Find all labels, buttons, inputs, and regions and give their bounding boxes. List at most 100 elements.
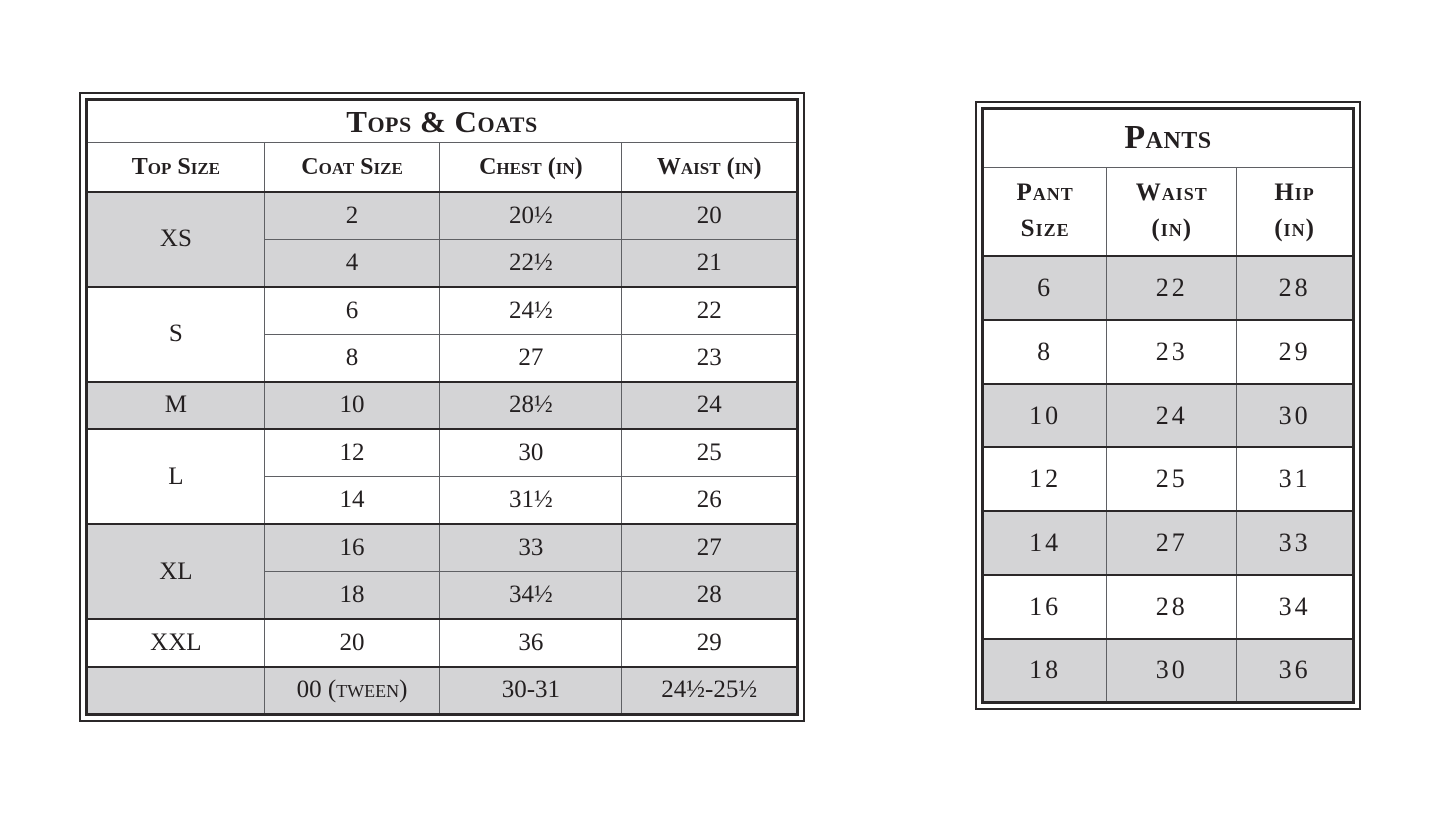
coat-size-cell: 00 (tween): [263, 666, 441, 715]
table-header-row: Pant Size Waist (in) Hip (in): [981, 166, 1354, 258]
hip-cell: 28: [1236, 255, 1354, 321]
pant-size-cell: 18: [981, 638, 1108, 703]
coat-size-cell: 12: [263, 428, 441, 478]
waist-cell: 26: [621, 476, 798, 525]
col-header-waist: Waist (in): [1106, 166, 1238, 258]
coat-size-cell: 16: [263, 523, 441, 573]
waist-cell: 22: [1106, 255, 1238, 321]
col-header-top-size: Top Size: [86, 142, 265, 193]
col-header-pant-size: Pant Size: [981, 166, 1108, 258]
table-row: 16 28 34: [981, 574, 1354, 640]
header-line: Pant: [1016, 179, 1074, 207]
col-header-coat-size: Coat Size: [263, 142, 441, 193]
table-header-row: Top Size Coat Size Chest (in) Waist (in): [86, 142, 798, 193]
waist-cell: 24½-25½: [621, 666, 798, 715]
waist-cell: 20: [621, 191, 798, 240]
coat-size-cell: 2: [263, 191, 441, 240]
waist-cell: 24: [1106, 383, 1238, 448]
waist-cell: 21: [621, 238, 798, 288]
chest-cell: 30: [439, 428, 623, 478]
col-header-chest: Chest (in): [439, 142, 623, 193]
table-row: S 6 24½ 22: [86, 286, 798, 383]
header-line: Hip: [1274, 179, 1315, 207]
top-size-cell: L: [86, 428, 265, 525]
top-size-cell: M: [86, 381, 265, 430]
table-row: 14 31½ 26: [87, 476, 798, 525]
waist-cell: 23: [621, 333, 798, 383]
top-size-cell: XXL: [86, 618, 265, 668]
top-size-cell: XS: [86, 191, 265, 288]
coat-size-cell: 8: [263, 333, 441, 383]
chest-cell: 33: [439, 523, 623, 573]
table-row: XXL 20 36 29: [86, 618, 798, 668]
table-row: 14 27 33: [981, 510, 1354, 576]
table-title-row: Pants: [982, 108, 1354, 168]
tops-coats-table: Tops & Coats Top Size Coat Size Chest (i…: [85, 98, 799, 716]
pant-size-cell: 8: [981, 319, 1108, 385]
chest-cell: 30-31: [439, 666, 623, 715]
waist-cell: 24: [621, 381, 798, 430]
header-line: (in): [1151, 215, 1193, 243]
waist-cell: 25: [1106, 446, 1238, 512]
pant-size-cell: 16: [981, 574, 1108, 640]
chest-cell: 28½: [439, 381, 623, 430]
hip-cell: 36: [1236, 638, 1354, 703]
table-row: 4 22½ 21: [87, 238, 798, 288]
chest-cell: 36: [439, 618, 623, 668]
pants-table-frame: Pants Pant Size Waist (in) Hip (in): [975, 101, 1361, 710]
top-size-cell: S: [86, 286, 265, 383]
table-title-row: Tops & Coats: [86, 98, 798, 144]
header-line: Size: [1020, 215, 1070, 243]
top-size-cell: [86, 666, 265, 715]
waist-cell: 27: [621, 523, 798, 573]
waist-cell: 30: [1106, 638, 1238, 703]
table-row: XL 16 33 27: [86, 523, 798, 620]
table-row: 00 (tween) 30-31 24½-25½: [86, 666, 798, 715]
hip-cell: 34: [1236, 574, 1354, 640]
pants-title: Pants: [982, 108, 1354, 168]
pants-table: Pants Pant Size Waist (in) Hip (in): [981, 107, 1355, 704]
hip-cell: 33: [1236, 510, 1354, 576]
waist-cell: 25: [621, 428, 798, 478]
pant-size-cell: 10: [981, 383, 1108, 448]
hip-cell: 31: [1236, 446, 1354, 512]
coat-size-cell: 14: [263, 476, 441, 525]
chest-cell: 27: [439, 333, 623, 383]
pant-size-cell: 12: [981, 446, 1108, 512]
tops-coats-title: Tops & Coats: [86, 98, 798, 144]
top-size-cell: XL: [86, 523, 265, 620]
table-row: 18 30 36: [981, 638, 1354, 703]
col-header-waist: Waist (in): [621, 142, 798, 193]
table-row: 10 24 30: [981, 383, 1354, 448]
waist-cell: 28: [1106, 574, 1238, 640]
waist-cell: 28: [621, 571, 798, 620]
chest-cell: 31½: [439, 476, 623, 525]
waist-cell: 27: [1106, 510, 1238, 576]
waist-cell: 29: [621, 618, 798, 668]
chest-cell: 22½: [439, 238, 623, 288]
chest-cell: 34½: [439, 571, 623, 620]
pant-size-cell: 6: [981, 255, 1108, 321]
coat-size-cell: 18: [263, 571, 441, 620]
chest-cell: 20½: [439, 191, 623, 240]
pant-size-cell: 14: [981, 510, 1108, 576]
hip-cell: 30: [1236, 383, 1354, 448]
table-row: L 12 30 25: [86, 428, 798, 525]
chest-cell: 24½: [439, 286, 623, 335]
header-line: (in): [1274, 215, 1315, 243]
waist-cell: 23: [1106, 319, 1238, 385]
table-row: M 10 28½ 24: [86, 381, 798, 430]
table-row: 18 34½ 28: [87, 571, 798, 620]
coat-size-cell: 6: [263, 286, 441, 335]
coat-size-cell: 4: [263, 238, 441, 288]
table-row: 6 22 28: [981, 255, 1354, 321]
coat-size-cell: 20: [263, 618, 441, 668]
header-line: Waist: [1135, 179, 1208, 207]
table-row: 12 25 31: [981, 446, 1354, 512]
coat-size-cell: 10: [263, 381, 441, 430]
table-row: XS 2 20½ 20: [86, 191, 798, 288]
table-row: 8 27 23: [87, 333, 798, 383]
col-header-hip: Hip (in): [1236, 166, 1354, 258]
hip-cell: 29: [1236, 319, 1354, 385]
